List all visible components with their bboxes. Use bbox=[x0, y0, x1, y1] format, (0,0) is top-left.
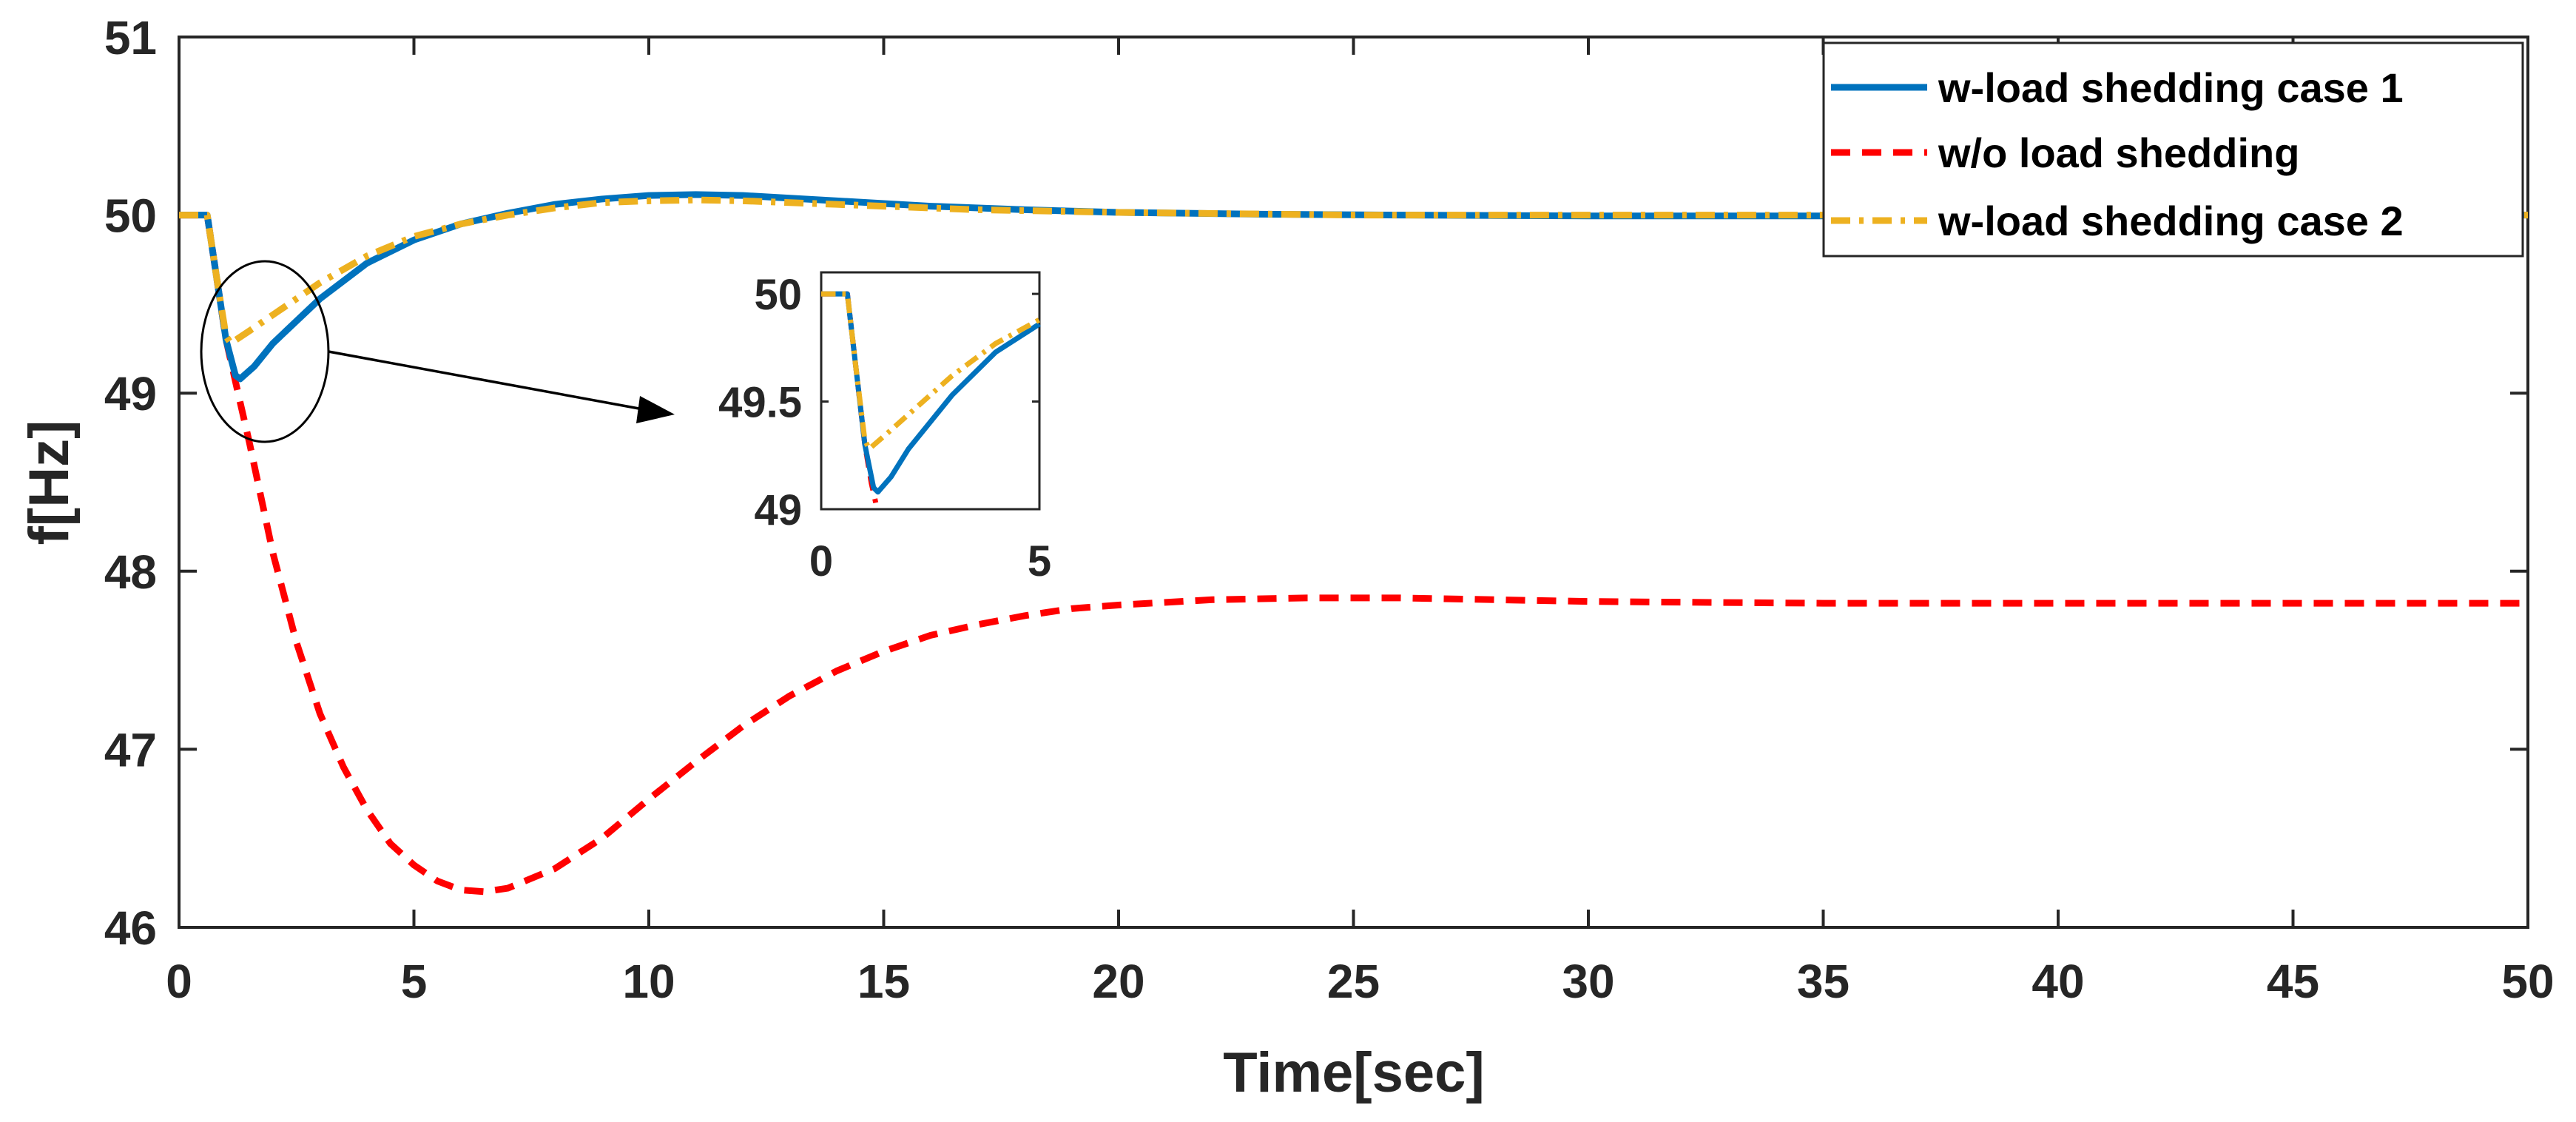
main-y-tick-label: 46 bbox=[104, 901, 157, 955]
annotation-arrow-line bbox=[328, 350, 652, 412]
main-x-tick-label: 10 bbox=[622, 955, 675, 1008]
legend-label-without-shedding: w/o load shedding bbox=[1938, 130, 2299, 176]
main-x-tick-label: 20 bbox=[1092, 955, 1144, 1008]
main-y-tick-label: 48 bbox=[104, 545, 157, 599]
annotation-arrow-head bbox=[636, 396, 675, 423]
inset-y-tick-label: 49.5 bbox=[718, 378, 802, 426]
x-axis-title: Time[sec] bbox=[1223, 1041, 1484, 1104]
legend-label-case1: w-load shedding case 1 bbox=[1938, 64, 2404, 111]
inset-x-tick-label: 5 bbox=[1028, 537, 1051, 585]
inset-y-tick-label: 50 bbox=[754, 271, 802, 319]
main-x-tick-label: 50 bbox=[2501, 955, 2554, 1008]
inset-series-w-load-shedding-case-1 bbox=[821, 291, 1041, 495]
main-x-tick-label: 30 bbox=[1562, 955, 1614, 1008]
inset-series-w-load-shedding-case-2 bbox=[821, 291, 1041, 452]
main-x-tick-label: 25 bbox=[1327, 955, 1380, 1008]
main-series-w-o-load-shedding bbox=[179, 212, 2528, 896]
legend: w-load shedding case 1 w/o load shedding… bbox=[1822, 41, 2524, 258]
inset-y-tick-label: 49 bbox=[754, 486, 802, 534]
main-y-tick-label: 47 bbox=[104, 723, 157, 776]
inset-x-tick-label: 0 bbox=[809, 537, 833, 585]
main-y-tick-label: 50 bbox=[104, 189, 157, 243]
inset-tick-labels: 0 5 49 49.5 50 bbox=[718, 271, 1051, 585]
legend-box bbox=[1822, 41, 2524, 258]
main-series-w-load-shedding-case-2 bbox=[179, 196, 2528, 347]
main-x-tick-label: 15 bbox=[857, 955, 910, 1008]
main-x-tick-label: 35 bbox=[1797, 955, 1850, 1008]
main-x-tick-label: 45 bbox=[2267, 955, 2319, 1008]
main-x-tick-label: 5 bbox=[401, 955, 428, 1008]
main-y-tick-label: 49 bbox=[104, 367, 157, 420]
main-series bbox=[179, 191, 2528, 896]
main-x-tick-label: 0 bbox=[166, 955, 192, 1008]
y-axis-title: f[Hz] bbox=[18, 420, 81, 545]
inset-series bbox=[821, 291, 1041, 504]
main-x-tick-label: 40 bbox=[2032, 955, 2084, 1008]
main-y-tick-label: 51 bbox=[104, 11, 157, 64]
legend-label-case2: w-load shedding case 2 bbox=[1938, 198, 2404, 244]
inset-axes-frame bbox=[820, 271, 1041, 511]
